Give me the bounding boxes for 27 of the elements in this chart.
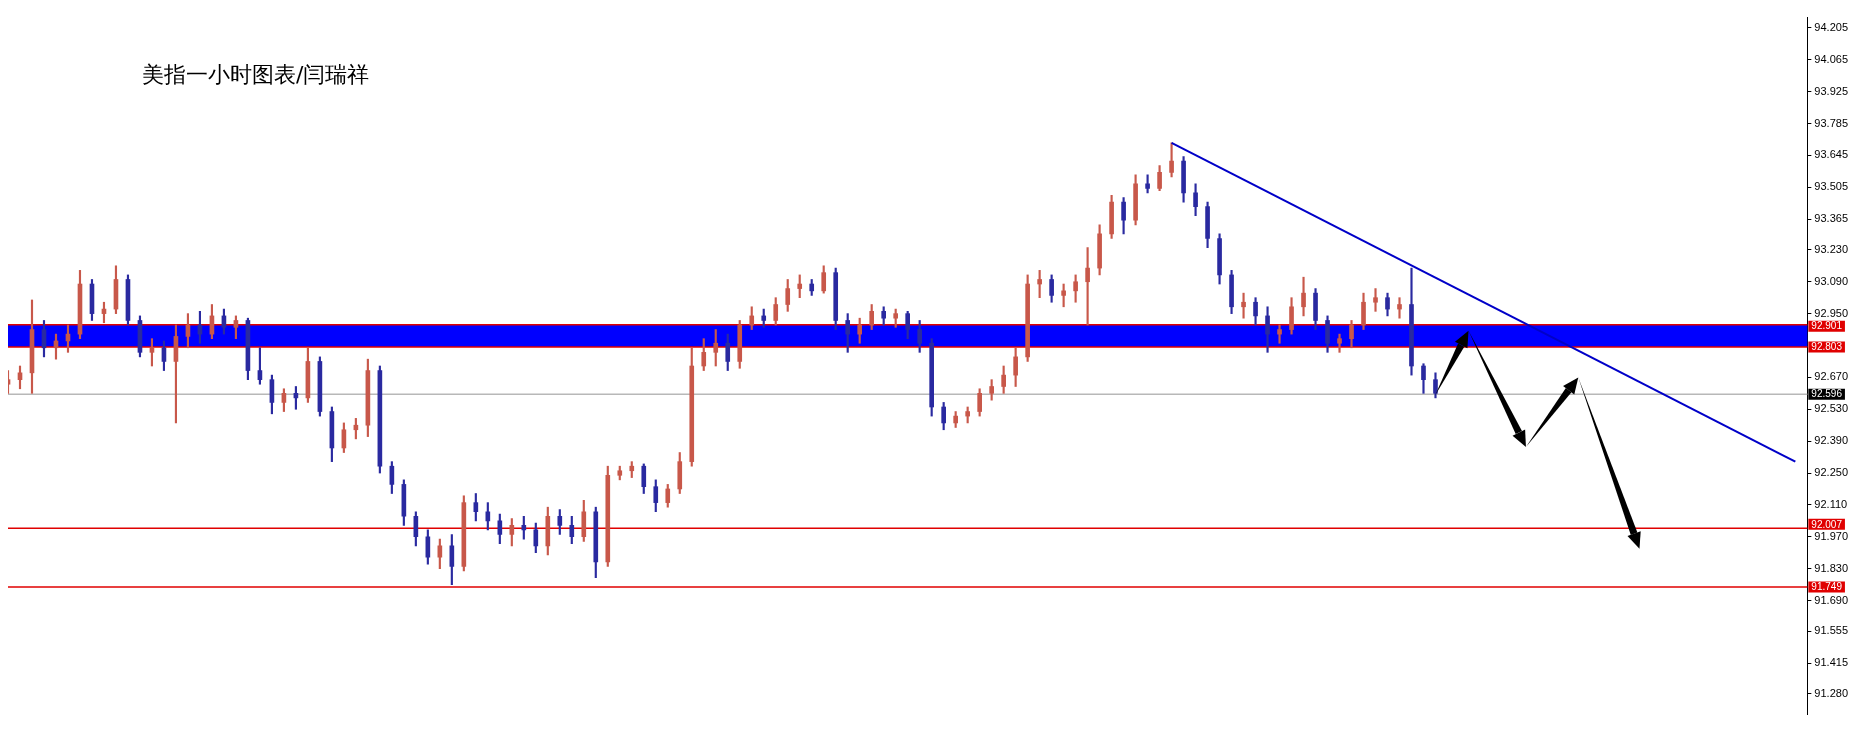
y-tick-label: 93.785: [1814, 116, 1849, 129]
y-tick-label: 94.065: [1814, 52, 1849, 65]
y-tick-label: 92.250: [1814, 466, 1849, 479]
y-tick-label: 91.830: [1814, 561, 1849, 574]
text: 美指一小时图表/闫瑞祥: [142, 61, 370, 89]
y-tick-label: 92.110: [1814, 497, 1848, 510]
y-tick-label: 93.645: [1814, 148, 1849, 161]
y-tick-label: 92.950: [1814, 306, 1849, 319]
ref-line-label: 92.803: [1811, 341, 1843, 353]
y-tick-label: 91.280: [1814, 686, 1849, 699]
y-tick-label: 93.365: [1814, 212, 1849, 225]
y-tick-label: 93.505: [1814, 180, 1849, 193]
y-tick-label: 92.670: [1814, 370, 1849, 383]
y-tick-label: 93.230: [1814, 242, 1849, 255]
y-tick-label: 91.555: [1814, 624, 1849, 637]
ref-line-label: 92.007: [1811, 518, 1843, 530]
y-tick-label: 92.530: [1814, 402, 1849, 415]
y-tick-label: 92.390: [1814, 434, 1849, 447]
y-tick-label: 91.690: [1814, 593, 1849, 606]
y-tick-label: 91.415: [1814, 656, 1849, 669]
y-tick-label: 93.090: [1814, 274, 1849, 287]
ref-line-label: 91.749: [1811, 581, 1843, 593]
y-tick-label: 93.925: [1814, 84, 1849, 97]
ref-line-label: 92.596: [1811, 388, 1843, 400]
y-tick-label: 94.205: [1814, 20, 1849, 33]
y-tick-label: 91.970: [1814, 529, 1849, 542]
ref-line-label: 92.901: [1811, 320, 1843, 332]
